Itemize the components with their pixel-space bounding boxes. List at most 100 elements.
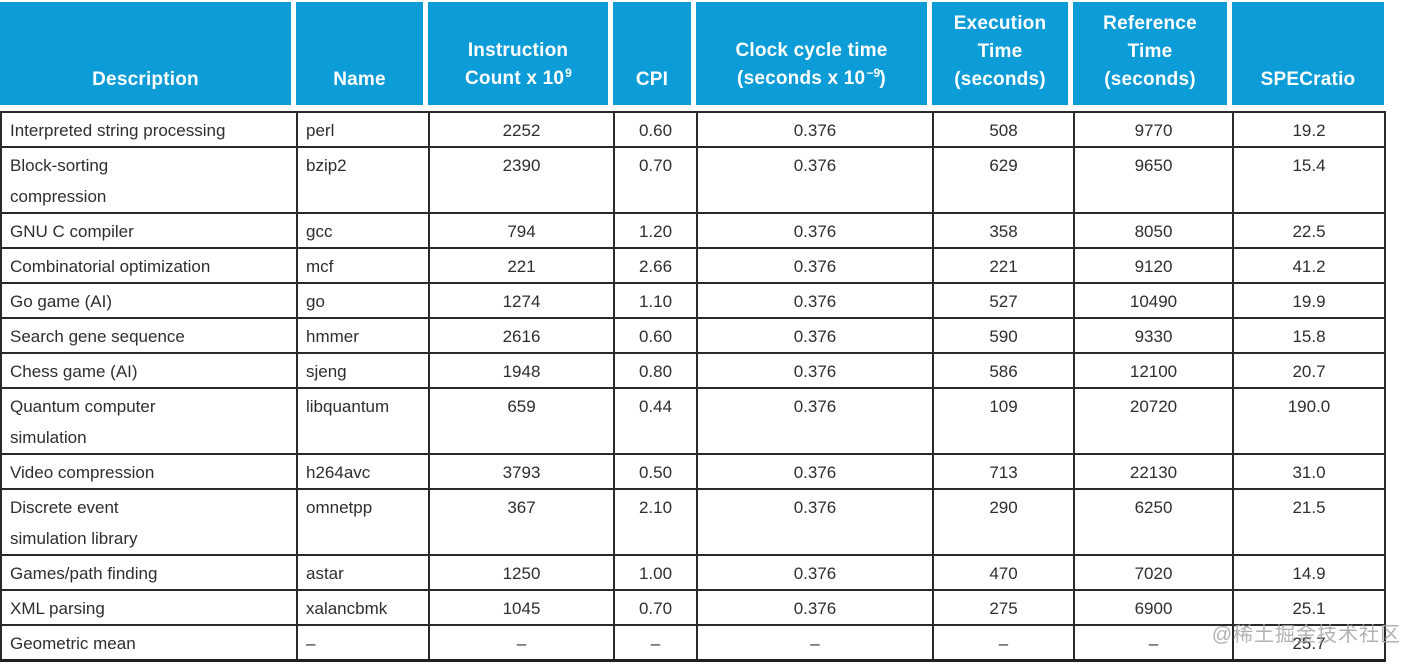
- benchmark-data-table: Interpreted string processing perl 2252 0.6…: [0, 111, 1386, 662]
- cell-clock-cycle-time: 0.376: [696, 247, 934, 284]
- cell-clock-cycle-time: 0.376: [696, 352, 934, 389]
- col-header-label: Name: [333, 69, 386, 90]
- cell-reference-time: 9770: [1073, 111, 1234, 148]
- cell-name: omnetpp: [296, 488, 430, 556]
- table-row: XML parsing xalancbmk 1045 0.70 0.376 275 6900…: [0, 589, 1386, 626]
- cell-instruction-count: 367: [428, 488, 615, 556]
- cell-clock-cycle-time: 0.376: [696, 387, 934, 455]
- cell-description: XML parsing: [0, 589, 298, 626]
- cell-name: sjeng: [296, 352, 430, 389]
- cell-execution-time: 221: [932, 247, 1075, 284]
- cell-execution-time: 527: [932, 282, 1075, 319]
- cell-execution-time: 290: [932, 488, 1075, 556]
- cell-specratio: 15.8: [1232, 317, 1386, 354]
- cell-clock-cycle-time: 0.376: [696, 146, 934, 214]
- cell-name: mcf: [296, 247, 430, 284]
- cell-execution-time: 470: [932, 554, 1075, 591]
- cell-cpi: 1.10: [613, 282, 698, 319]
- cell-cpi: 1.20: [613, 212, 698, 249]
- cell-instruction-count: 3793: [428, 453, 615, 490]
- cell-name: h264avc: [296, 453, 430, 490]
- table-body: Interpreted string processing perl 2252 0.6…: [0, 111, 1386, 662]
- table-row: Quantum computer simulation libquantum 659 0…: [0, 387, 1386, 455]
- cell-specratio: 21.5: [1232, 488, 1386, 556]
- superscript: 9: [565, 66, 572, 80]
- cell-cpi: 1.00: [613, 554, 698, 591]
- cell-description: GNU C compiler: [0, 212, 298, 249]
- cell-clock-cycle-time: 0.376: [696, 554, 934, 591]
- cell-reference-time: 7020: [1073, 554, 1234, 591]
- cell-execution-time: 590: [932, 317, 1075, 354]
- cell-reference-time: 12100: [1073, 352, 1234, 389]
- cell-name: xalancbmk: [296, 589, 430, 626]
- cell-cpi: –: [613, 624, 698, 662]
- cell-reference-time: 10490: [1073, 282, 1234, 319]
- cell-name: perl: [296, 111, 430, 148]
- table-row: Go game (AI) go 1274 1.10 0.376 527 10490 19.9: [0, 282, 1386, 319]
- table-row: Discrete event simulation library omnetpp 3…: [0, 488, 1386, 556]
- table-row: Block-sorting compression bzip2 2390 0.70 0.3…: [0, 146, 1386, 214]
- col-header-label-line3: (seconds): [954, 69, 1046, 90]
- col-header-label-line2: Time: [977, 41, 1023, 62]
- cell-name: gcc: [296, 212, 430, 249]
- table-row: Combinatorial optimization mcf 221 2.66 0.37…: [0, 247, 1386, 284]
- cell-reference-time: 9330: [1073, 317, 1234, 354]
- cell-description: Block-sorting compression: [0, 146, 298, 214]
- cell-clock-cycle-time: 0.376: [696, 488, 934, 556]
- col-header-label: CPI: [635, 69, 669, 90]
- cell-execution-time: 109: [932, 387, 1075, 455]
- cell-name: astar: [296, 554, 430, 591]
- cell-reference-time: –: [1073, 624, 1234, 662]
- cell-instruction-count: 2390: [428, 146, 615, 214]
- cell-name: bzip2: [296, 146, 430, 214]
- col-header-label-line2: Count x 109: [465, 66, 572, 89]
- cell-instruction-count: 2252: [428, 111, 615, 148]
- col-header-reference-time: Reference Time (seconds): [1073, 2, 1227, 105]
- cell-execution-time: 275: [932, 589, 1075, 626]
- cell-specratio: 25.1: [1232, 589, 1386, 626]
- cell-cpi: 0.60: [613, 111, 698, 148]
- cell-cpi: 0.44: [613, 387, 698, 455]
- cell-description: Search gene sequence: [0, 317, 298, 354]
- cell-description: Combinatorial optimization: [0, 247, 298, 284]
- col-header-name: Name: [296, 2, 423, 105]
- cell-instruction-count: 1274: [428, 282, 615, 319]
- cell-clock-cycle-time: 0.376: [696, 589, 934, 626]
- cell-name: –: [296, 624, 430, 662]
- cell-clock-cycle-time: 0.376: [696, 317, 934, 354]
- cell-reference-time: 6900: [1073, 589, 1234, 626]
- cell-instruction-count: 221: [428, 247, 615, 284]
- col-header-label-line1: Clock cycle time: [735, 40, 888, 61]
- cell-instruction-count: 794: [428, 212, 615, 249]
- table-row: Chess game (AI) sjeng 1948 0.80 0.376 586 1210…: [0, 352, 1386, 389]
- cell-name: hmmer: [296, 317, 430, 354]
- table-row: Search gene sequence hmmer 2616 0.60 0.376 59…: [0, 317, 1386, 354]
- cell-description: Games/path finding: [0, 554, 298, 591]
- cell-clock-cycle-time: –: [696, 624, 934, 662]
- cell-execution-time: 586: [932, 352, 1075, 389]
- table-row: Games/path finding astar 1250 1.00 0.376 470 7…: [0, 554, 1386, 591]
- cell-reference-time: 22130: [1073, 453, 1234, 490]
- cell-clock-cycle-time: 0.376: [696, 453, 934, 490]
- cell-cpi: 2.10: [613, 488, 698, 556]
- cell-instruction-count: 1045: [428, 589, 615, 626]
- cell-description: Interpreted string processing: [0, 111, 298, 148]
- cell-name: libquantum: [296, 387, 430, 455]
- cell-name: go: [296, 282, 430, 319]
- col-header-label-line2: (seconds x 10−9): [737, 66, 886, 89]
- col-header-label-line1: Execution: [953, 13, 1047, 34]
- col-header-label: SPECratio: [1260, 69, 1356, 90]
- cell-reference-time: 20720: [1073, 387, 1234, 455]
- col-header-label-line1: Instruction: [467, 40, 569, 61]
- cell-cpi: 2.66: [613, 247, 698, 284]
- cell-cpi: 0.80: [613, 352, 698, 389]
- cell-specratio: 41.2: [1232, 247, 1386, 284]
- col-header-label-line3: (seconds): [1104, 69, 1196, 90]
- cell-cpi: 0.50: [613, 453, 698, 490]
- cell-execution-time: 358: [932, 212, 1075, 249]
- cell-instruction-count: 1250: [428, 554, 615, 591]
- cell-description: Quantum computer simulation: [0, 387, 298, 455]
- cell-specratio: 20.7: [1232, 352, 1386, 389]
- col-header-description: Description: [0, 2, 291, 105]
- cell-specratio: 15.4: [1232, 146, 1386, 214]
